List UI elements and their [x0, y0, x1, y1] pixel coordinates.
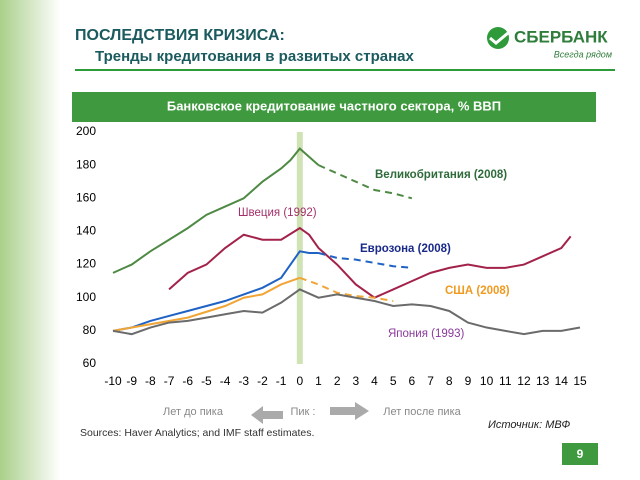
x-tick-label: 11 — [499, 374, 512, 388]
x-tick-label: -7 — [164, 374, 175, 388]
x-tick-label: -9 — [126, 374, 137, 388]
x-tick-label: -1 — [276, 374, 287, 388]
x-tick-label: 4 — [371, 374, 378, 388]
x-tick-label: 7 — [427, 374, 434, 388]
chart-title: Банковское кредитование частного сектора… — [167, 98, 501, 113]
x-tick-label: 2 — [334, 374, 341, 388]
x-tick-label: 14 — [555, 374, 569, 388]
slogan: Всегда рядом — [554, 49, 612, 59]
series-line — [168, 226, 572, 299]
y-tick-label: 80 — [83, 323, 97, 337]
x-tick-label: 13 — [536, 374, 550, 388]
sources: Sources: Haver Analytics; and IMF staff … — [80, 427, 314, 439]
x-tick-label: 0 — [296, 374, 303, 388]
x-tick-label: -4 — [220, 374, 231, 388]
peak-label: Пик : — [291, 406, 316, 418]
series-label: Япония (1993) — [388, 328, 465, 340]
decor-strip — [0, 0, 60, 480]
x-tick-label: 3 — [352, 374, 359, 388]
y-tick-label: 120 — [76, 257, 96, 271]
page-number: 9 — [577, 447, 584, 461]
after-label: Лет после пика — [383, 406, 461, 418]
series-line — [112, 288, 581, 336]
logo: СБЕРБАНК — [514, 27, 608, 46]
y-tick-label: 200 — [76, 124, 96, 138]
slide-title: ПОСЛЕДСТВИЯ КРИЗИСА: — [75, 27, 285, 44]
series-label: Еврозона (2008) — [360, 243, 451, 255]
y-tick-label: 160 — [76, 190, 96, 204]
x-tick-label: 8 — [446, 374, 453, 388]
y-tick-label: 60 — [83, 356, 97, 370]
slide-subtitle: Тренды кредитования в развитых странах — [95, 48, 415, 65]
y-tick-label: 180 — [76, 157, 96, 171]
page-number-box — [562, 443, 598, 465]
x-tick-label: 1 — [315, 374, 322, 388]
source: Источник: МВФ — [488, 419, 570, 431]
chart-title-bar — [72, 92, 596, 122]
peak-band — [296, 132, 303, 364]
before-label: Лет до пика — [163, 406, 224, 418]
series-label: США (2008) — [445, 285, 510, 297]
x-tick-label: 6 — [409, 374, 416, 388]
x-tick-label: 5 — [390, 374, 397, 388]
series-line — [112, 147, 320, 274]
x-tick-label: -8 — [145, 374, 156, 388]
x-tick-label: -5 — [201, 374, 212, 388]
x-tick-label: -2 — [257, 374, 268, 388]
series-line — [112, 276, 301, 332]
x-tick-label: 12 — [517, 374, 531, 388]
forecast-line — [299, 276, 394, 303]
series-label: Швеция (1992) — [238, 207, 317, 219]
series-line — [112, 250, 319, 332]
x-tick-label: -10 — [104, 374, 122, 388]
arrow-left — [251, 406, 283, 424]
x-tick-label: -3 — [238, 374, 249, 388]
series-label: Великобритания (2008) — [375, 169, 507, 181]
logo-check — [489, 31, 509, 45]
arrow-right — [330, 402, 369, 420]
logo-icon — [487, 27, 509, 49]
forecast-line — [318, 252, 412, 269]
y-tick-label: 100 — [76, 290, 96, 304]
x-tick-label: -6 — [182, 374, 193, 388]
x-tick-label: 15 — [573, 374, 587, 388]
x-tick-label: 10 — [480, 374, 494, 388]
y-tick-label: 140 — [76, 224, 96, 238]
forecast-line — [318, 164, 413, 200]
x-tick-label: 9 — [465, 374, 472, 388]
